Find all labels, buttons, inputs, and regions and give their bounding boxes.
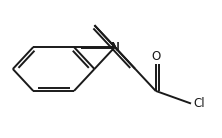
Text: N: N	[111, 41, 119, 54]
Text: O: O	[151, 50, 160, 63]
Text: N: N	[111, 41, 119, 54]
Text: Cl: Cl	[193, 97, 205, 110]
